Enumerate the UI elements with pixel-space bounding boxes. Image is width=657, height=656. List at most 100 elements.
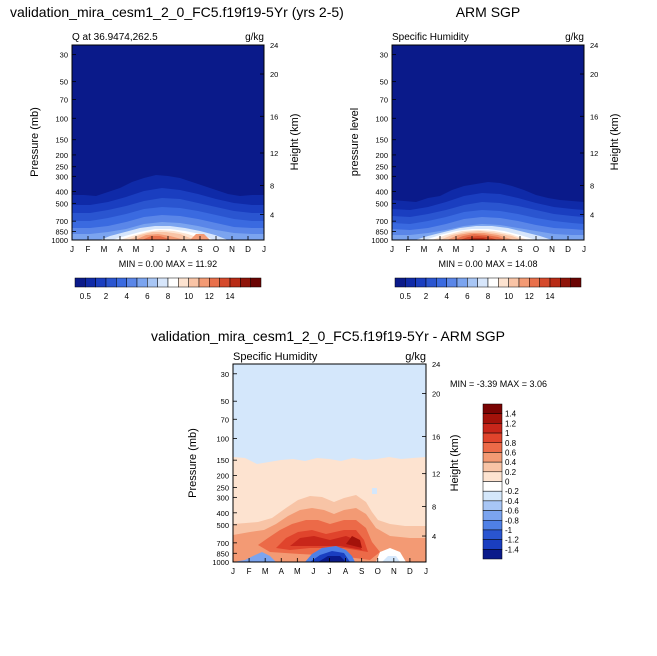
y2-tick-label: 12 <box>432 470 440 479</box>
y-axis-label: Pressure (mb) <box>29 107 41 177</box>
colorbar-label: 10 <box>504 292 513 301</box>
colorbar-label: 0.2 <box>505 468 517 477</box>
colorbar-label: 0.5 <box>400 292 412 301</box>
y-tick-label: 850 <box>55 227 68 236</box>
y-tick-label: 30 <box>60 51 68 60</box>
panel-title: validation_mira_cesm1_2_0_FC5.f19f19-5Yr… <box>151 328 505 344</box>
colorbar-swatch <box>570 277 582 288</box>
x-tick-label: J <box>486 245 490 254</box>
y2-tick-label: 8 <box>270 181 274 190</box>
y-tick-label: 50 <box>221 397 229 406</box>
colorbar-swatch <box>167 277 179 288</box>
colorbar-swatch <box>482 432 503 443</box>
heatmap-obs <box>392 45 584 240</box>
x-tick-label: D <box>245 245 251 254</box>
colorbar-swatch <box>482 403 503 414</box>
min-max-readout: MIN = 0.00 MAX = 14.08 <box>438 259 537 269</box>
colorbar-swatch <box>482 539 503 550</box>
colorbar-label: 1.2 <box>505 419 517 428</box>
colorbar-swatch <box>198 277 210 288</box>
y-tick-label: 1000 <box>371 236 388 245</box>
colorbar-swatch <box>482 549 503 560</box>
colorbar-swatch <box>508 277 520 288</box>
y2-axis-label: Height (km) <box>289 114 301 171</box>
colorbar-swatch <box>240 277 251 288</box>
x-tick-label: O <box>375 567 381 576</box>
min-max-readout: MIN = -3.39 MAX = 3.06 <box>450 379 547 389</box>
y-tick-label: 500 <box>375 199 388 208</box>
y2-tick-label: 24 <box>590 41 598 50</box>
colorbar-obs: 0.5 2 4 6 8 10 12 14 <box>394 277 582 301</box>
panel-model: validation_mira_cesm1_2_0_FC5.f19f19-5Yr… <box>10 4 344 269</box>
y2-tick-label: 20 <box>270 70 278 79</box>
colorbar-swatch <box>178 277 189 288</box>
colorbar-swatch <box>188 277 200 288</box>
colorbar-swatch <box>482 413 503 424</box>
colorbar-label: -0.8 <box>505 516 519 525</box>
colorbar-swatch <box>482 442 503 453</box>
colorbar-swatch <box>209 277 220 288</box>
colorbar-label: -0.6 <box>505 507 519 516</box>
colorbar-swatch <box>549 277 561 288</box>
y2-tick-label: 8 <box>590 181 594 190</box>
y-tick-label: 100 <box>216 434 229 443</box>
y-tick-label: 150 <box>216 456 229 465</box>
y-tick-label: 250 <box>216 484 229 493</box>
colorbar-model: 0.5 2 4 6 8 10 12 14 <box>74 277 262 301</box>
panel-variable-label: Q at 36.9474,262.5 <box>72 32 158 43</box>
y2-tick-label: 12 <box>590 149 598 158</box>
colorbar-swatch <box>539 277 551 288</box>
colorbar-swatch <box>105 277 117 288</box>
min-max-readout: MIN = 0.00 MAX = 11.92 <box>119 259 217 269</box>
x-tick-label: M <box>294 567 301 576</box>
x-tick-label: A <box>501 245 507 254</box>
contour-band <box>382 556 400 562</box>
y-tick-label: 850 <box>216 549 229 558</box>
x-tick-label: O <box>533 245 539 254</box>
y-tick-label: 700 <box>216 539 229 548</box>
panel-units-label: g/kg <box>565 32 584 43</box>
colorbar-label: -1.2 <box>505 536 519 545</box>
colorbar-swatch <box>425 277 437 288</box>
panel-title: ARM SGP <box>456 4 521 20</box>
y-tick-label: 500 <box>216 521 229 530</box>
x-tick-label: D <box>565 245 571 254</box>
colorbar-swatch <box>498 277 509 288</box>
colorbar-label: 10 <box>184 292 193 301</box>
colorbar-label: 4 <box>444 292 449 301</box>
colorbar-swatch <box>95 277 107 288</box>
y-tick-label: 300 <box>375 172 388 181</box>
x-tick-label: J <box>70 245 74 254</box>
colorbar-label: 0 <box>505 478 510 487</box>
x-tick-label: A <box>343 567 349 576</box>
x-tick-label: J <box>470 245 474 254</box>
colorbar-label: -1.4 <box>505 545 519 554</box>
colorbar-label: 4 <box>124 292 129 301</box>
colorbar-swatch <box>126 277 138 288</box>
y-tick-label: 400 <box>55 188 68 197</box>
x-tick-label: J <box>231 567 235 576</box>
y-tick-label: 200 <box>375 151 388 160</box>
panel-units-label: g/kg <box>245 32 264 43</box>
y-tick-label: 100 <box>375 114 388 123</box>
y2-tick-label: 20 <box>590 70 598 79</box>
colorbar-label: -1 <box>505 526 513 535</box>
colorbar-swatch <box>482 520 503 531</box>
y-tick-label: 1000 <box>212 558 229 567</box>
contour-band <box>318 556 346 562</box>
colorbar-label: 0.6 <box>505 448 517 457</box>
colorbar-swatch <box>487 277 499 288</box>
colorbar-label: 0.5 <box>80 292 92 301</box>
colorbar-swatch <box>482 481 503 492</box>
y2-axis-label: Height (km) <box>449 435 461 492</box>
height-axis: 4 8 12 16 20 24 <box>580 41 598 219</box>
colorbar-swatch <box>136 277 148 288</box>
contour-band <box>346 536 362 548</box>
y-tick-label: 700 <box>375 217 388 226</box>
x-tick-label: M <box>262 567 269 576</box>
y-tick-label: 300 <box>216 493 229 502</box>
